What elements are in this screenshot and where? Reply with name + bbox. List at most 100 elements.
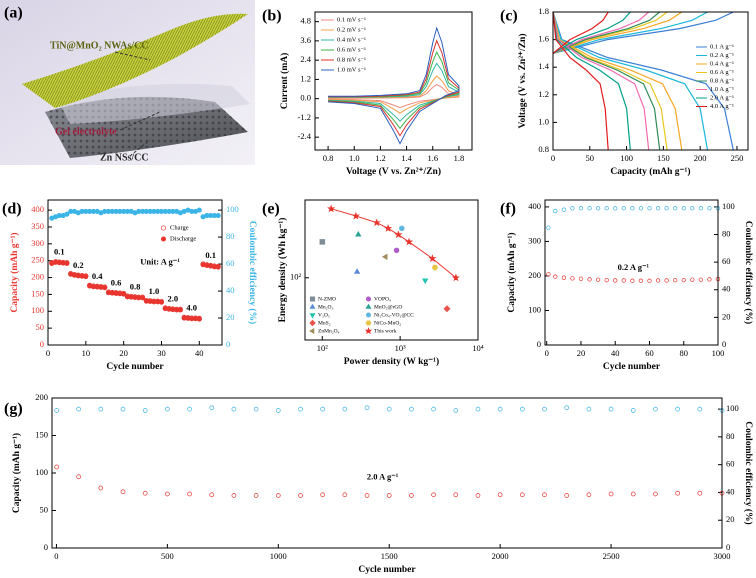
data-point [564, 493, 570, 498]
y-tick-label: 250 [31, 255, 44, 265]
data-point [586, 406, 592, 412]
y-tick-label: 100 [528, 304, 541, 314]
plot-area [553, 12, 748, 150]
y2-tick-label: 40 [226, 285, 235, 295]
x-axis-label: Voltage (V vs. Zn²⁺/Zn) [346, 166, 441, 177]
y-tick-label: 0 [537, 339, 541, 349]
rate-label: 0.6 [111, 277, 122, 287]
legend-marker [309, 303, 316, 309]
data-point [409, 406, 414, 412]
data-point [187, 406, 192, 412]
y-tick-label: 300 [528, 235, 541, 245]
y-tick-label: 0 [44, 542, 48, 552]
annotation: 2.0 A g⁻¹ [367, 471, 399, 481]
data-point [83, 273, 89, 280]
rate-label: 0.1 [54, 247, 65, 257]
data-point [351, 211, 360, 220]
x-tick-label: 20 [577, 348, 586, 358]
legend-marker [160, 236, 167, 242]
y2-axis-label: Coulombic efficiency (%) [247, 221, 258, 324]
y2-tick-label: 60 [722, 256, 731, 266]
data-point [675, 406, 680, 412]
y-tick-label: 2.4 [300, 54, 311, 64]
y2-axis-label: Coulombic efficiency (%) [743, 221, 754, 324]
data-point [196, 316, 202, 322]
annotation: Unit: A g⁻¹ [140, 256, 180, 266]
data-point [690, 206, 695, 211]
plot-frame [47, 199, 223, 346]
plot-area [545, 200, 718, 345]
data-point [253, 493, 259, 498]
data-point [673, 206, 678, 211]
x-axis-label: Capacity (mAh g⁻¹) [610, 166, 690, 177]
x-axis-label: Cycle number [106, 362, 164, 372]
y-axis-label: Current (mA) [279, 53, 290, 110]
data-point [98, 406, 104, 412]
legend-marker [365, 312, 372, 318]
y-tick-label: 1.8 [538, 6, 549, 16]
data-point [431, 264, 439, 271]
y-axis-label: Voltage (V vs. Zn²⁺/Zn) [517, 34, 528, 129]
y2-tick-label: 20 [726, 514, 735, 524]
y-tick-label: 150 [31, 288, 44, 298]
data-point [187, 491, 192, 497]
data-point [664, 278, 669, 283]
legend-label: 0.6 A g⁻¹ [710, 69, 734, 76]
plot-area [52, 398, 722, 548]
x-tick-label: 200 [694, 153, 707, 163]
data-point [399, 225, 405, 232]
y-tick-label: 0.8 [538, 144, 549, 154]
x-tick-label: 100 [620, 153, 633, 163]
data-point [158, 299, 165, 305]
data-point [404, 237, 414, 246]
data-point [638, 278, 644, 283]
y-tick-label: 10² [290, 272, 302, 282]
data-point [655, 206, 661, 211]
data-point [120, 489, 126, 495]
data-point [342, 406, 348, 412]
y2-tick-label: 60 [226, 258, 235, 268]
data-point [121, 291, 127, 297]
data-point [707, 277, 712, 282]
data-point [209, 492, 215, 498]
annotation: 0.2 A g⁻¹ [618, 262, 650, 272]
legend-label: 0.2 A g⁻¹ [710, 52, 734, 59]
data-point [443, 305, 451, 313]
data-point [298, 493, 303, 498]
legend-marker [309, 313, 316, 319]
data-point [253, 406, 259, 412]
y-tick-label: 1.2 [538, 89, 549, 99]
data-point [319, 239, 326, 245]
data-point [453, 492, 459, 498]
x-tick-label: 10³ [395, 343, 407, 353]
electrolyte-label: Gel electrolyte [55, 126, 117, 137]
data-point [653, 406, 658, 412]
y-tick-label: 400 [528, 201, 541, 211]
data-point [102, 285, 108, 291]
legend-label: 0.6 mV s⁻¹ [337, 46, 366, 53]
data-point [697, 406, 703, 412]
data-point [394, 230, 403, 239]
legend-marker [160, 225, 167, 231]
y-tick-label: 100 [31, 305, 44, 315]
x-tick-label: 0 [545, 348, 549, 358]
illustration: (a) TiN@MnO₂ NWAs/CC Gel electrolyte Zn … [0, 0, 255, 165]
series-line [552, 11, 709, 151]
legend-label: V₂O₅ [318, 312, 330, 318]
y-tick-label: 200 [31, 272, 44, 282]
x-axis-label: Cycle number [358, 565, 416, 575]
data-point [231, 493, 237, 498]
data-point [381, 253, 388, 261]
y2-tick-label: 100 [726, 403, 739, 413]
data-point [621, 278, 626, 283]
data-point [707, 206, 712, 211]
leader-line [129, 139, 151, 157]
y2-tick-label: 20 [722, 311, 731, 321]
data-point [647, 206, 652, 211]
data-point [453, 408, 459, 413]
data-point [364, 493, 370, 498]
x-tick-label: 1.8 [454, 153, 465, 163]
